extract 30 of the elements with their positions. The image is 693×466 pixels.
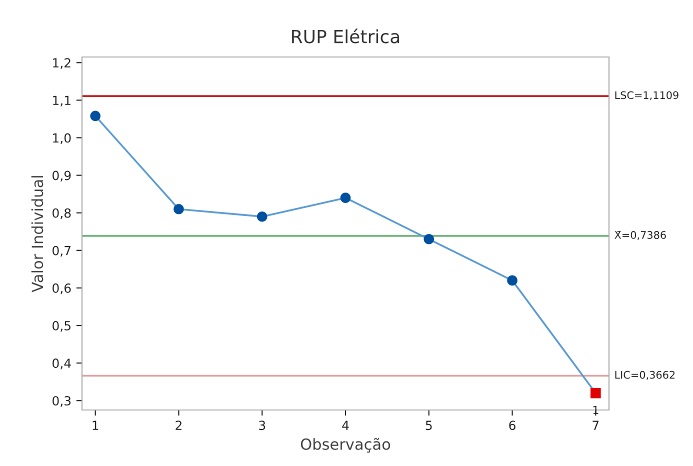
- y-axis-title: Valor Individual: [31, 176, 44, 292]
- y-tick-label: 0,4: [52, 358, 71, 370]
- x-tick-label: 4: [342, 420, 349, 430]
- x-tick-label: 1: [92, 420, 98, 430]
- y-tick-label: 0,9: [52, 170, 71, 182]
- point: [256, 211, 268, 222]
- x-axis-title: Observação: [300, 438, 390, 453]
- x-tick-label: 3: [259, 420, 266, 430]
- x-tick-label: 2: [176, 420, 182, 430]
- point: [90, 110, 100, 122]
- y-tick-label: 1,0: [53, 133, 71, 144]
- ref-line-label: LIC=0,3662: [615, 370, 675, 380]
- x-tick-label: 6: [509, 420, 516, 430]
- point: [174, 204, 184, 214]
- y-tick-label: 1,1: [53, 96, 70, 106]
- point: [590, 388, 601, 398]
- y-tick-label: 0,6: [52, 283, 71, 294]
- x-tick-label: 7: [592, 420, 599, 430]
- y-tick-label: 1,2: [53, 58, 70, 69]
- point: [340, 192, 351, 203]
- point: [424, 234, 434, 244]
- y-tick-label: 0,5: [52, 320, 70, 332]
- y-tick-label: 0,8: [52, 208, 71, 220]
- point: [507, 275, 518, 286]
- ref-line-label: LSC=1,1109: [615, 91, 678, 100]
- x-tick-label: 5: [426, 420, 432, 430]
- ref-line-label: X̄=0,7386: [614, 231, 666, 240]
- chart-title: RUP Elétrica: [292, 28, 400, 44]
- y-tick-label: 0,3: [52, 396, 71, 407]
- y-tick-label: 0,7: [52, 246, 71, 257]
